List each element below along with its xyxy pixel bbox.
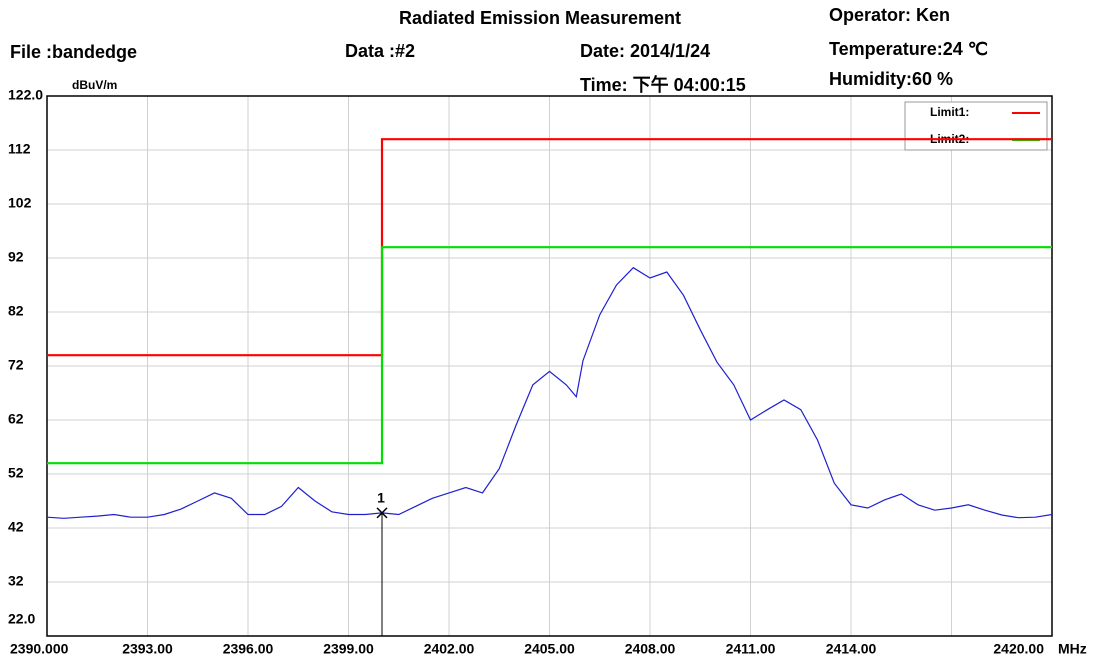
y-tick-label: 112 xyxy=(8,141,31,157)
humidity-label: Humidity:60 % xyxy=(829,69,953,89)
temperature-label: Temperature:24 ℃ xyxy=(829,39,988,59)
data-label: Data :#2 xyxy=(345,41,415,61)
y-tick-label: 82 xyxy=(8,303,24,319)
y-tick-label: 122.0 xyxy=(8,87,43,103)
operator-label: Operator: Ken xyxy=(829,5,950,25)
legend-label: Limit1: xyxy=(930,105,969,119)
y-tick-label: 102 xyxy=(8,195,32,211)
x-tick-label: 2399.00 xyxy=(323,641,374,657)
marker-label: 1 xyxy=(377,490,385,506)
x-tick-label: 2408.00 xyxy=(625,641,676,657)
x-tick-label: 2390.000 xyxy=(10,641,69,657)
x-tick-label: 2402.00 xyxy=(424,641,475,657)
x-tick-label: 2414.00 xyxy=(826,641,877,657)
y-unit: dBuV/m xyxy=(72,78,117,92)
plot-border xyxy=(46,95,1053,637)
y-tick-label: 52 xyxy=(8,465,24,481)
series-line xyxy=(47,246,1052,465)
date-label: Date: 2014/1/24 xyxy=(580,41,710,61)
x-unit: MHz xyxy=(1058,641,1087,657)
y-tick-label: 22.0 xyxy=(8,611,35,627)
x-tick-label: 2393.00 xyxy=(122,641,173,657)
y-tick-label: 72 xyxy=(8,357,24,373)
x-tick-label: 2411.00 xyxy=(726,641,776,657)
chart-title: Radiated Emission Measurement xyxy=(399,8,681,28)
y-tick-label: 32 xyxy=(8,573,24,589)
x-tick-label: 2420.00 xyxy=(993,641,1044,657)
marker-cross xyxy=(376,507,388,519)
x-tick-label: 2405.00 xyxy=(524,641,575,657)
series-line xyxy=(46,266,1053,519)
legend-box xyxy=(904,101,1048,151)
file-label: File :bandedge xyxy=(10,42,137,62)
y-tick-label: 42 xyxy=(8,519,24,535)
x-tick-label: 2396.00 xyxy=(223,641,274,657)
y-tick-label: 62 xyxy=(8,411,24,427)
y-tick-label: 92 xyxy=(8,249,24,265)
time-label: Time: 下午 04:00:15 xyxy=(580,74,746,95)
